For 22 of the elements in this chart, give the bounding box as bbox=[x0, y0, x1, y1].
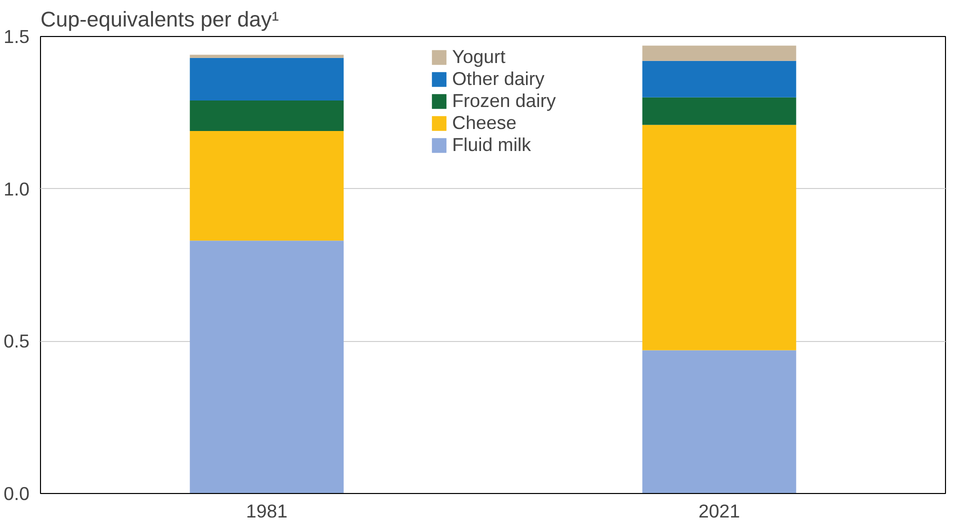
y-tick-label: 0.5 bbox=[4, 330, 30, 352]
bar bbox=[190, 130, 344, 241]
bar bbox=[190, 100, 344, 131]
legend-label: Other dairy bbox=[452, 68, 544, 90]
bar bbox=[642, 60, 796, 98]
bar bbox=[642, 46, 796, 61]
legend-label: Yogurt bbox=[452, 46, 506, 68]
bar bbox=[190, 240, 344, 494]
y-tick-label: 0.0 bbox=[4, 483, 30, 504]
y-tick-label: 1.0 bbox=[4, 178, 30, 200]
legend-label: Frozen dairy bbox=[452, 90, 556, 112]
bar bbox=[190, 58, 344, 100]
bar bbox=[642, 350, 796, 494]
x-tick-label: 2021 bbox=[698, 500, 740, 522]
legend-label: Cheese bbox=[452, 112, 516, 134]
y-tick-label: 1.5 bbox=[4, 26, 30, 47]
y-axis-title: Cup-equivalents per day¹ bbox=[40, 8, 279, 32]
legend-label: Fluid milk bbox=[452, 134, 531, 156]
x-tick-label: 1981 bbox=[246, 500, 288, 522]
bar bbox=[642, 97, 796, 125]
bar bbox=[642, 124, 796, 350]
bar bbox=[190, 54, 344, 58]
